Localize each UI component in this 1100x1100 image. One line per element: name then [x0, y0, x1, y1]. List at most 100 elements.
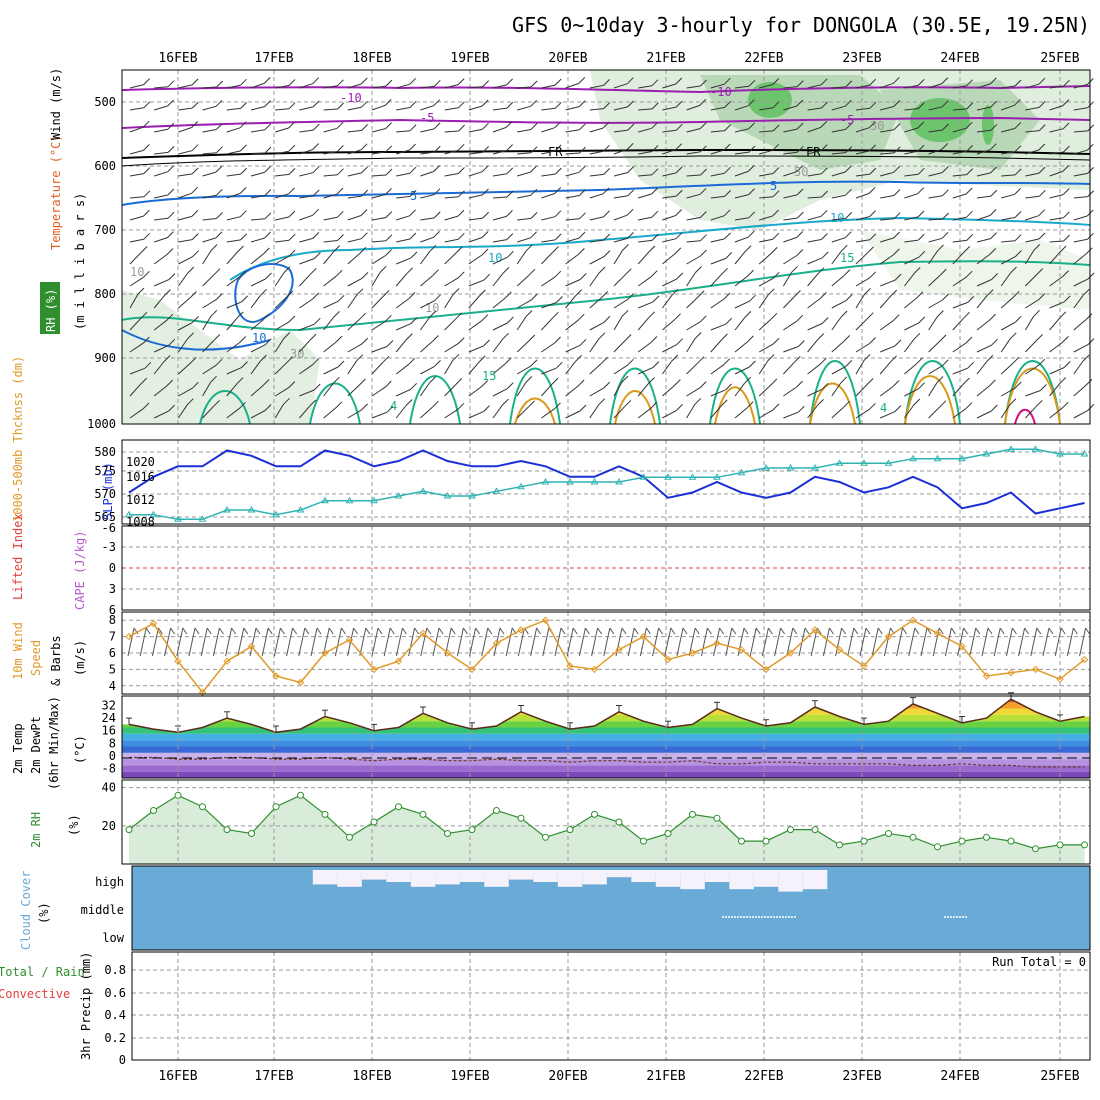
wind-barb-flag — [384, 99, 392, 106]
wind-barb-shaft — [855, 408, 870, 419]
wind-barb-shaft — [275, 216, 290, 221]
rh-marker — [150, 807, 157, 814]
wind-barb-shaft — [613, 299, 628, 309]
wind-barb-shaft — [516, 274, 530, 287]
wind-speed-marker — [370, 665, 378, 674]
wind-barb-10m-shaft — [725, 627, 733, 657]
wind-barb-flag — [1062, 336, 1069, 343]
wind-barb-shaft — [541, 302, 557, 309]
wind-barb-flag — [991, 338, 998, 346]
rh-shade-core-1 — [748, 82, 792, 118]
wind-barb-flag — [433, 211, 441, 219]
wind-barb-flag — [458, 101, 465, 109]
wind-barb-flag — [143, 101, 151, 109]
wind-barb-flag — [166, 379, 174, 387]
wind-barb-flag — [337, 234, 344, 241]
wind-barb-shaft — [613, 250, 623, 265]
wind-barb-shaft — [129, 238, 144, 243]
wind-barb-flag — [240, 210, 247, 218]
wind-barb-flag — [483, 273, 491, 281]
wind-barb-flag — [1014, 381, 1022, 389]
rh-marker — [615, 818, 623, 826]
wind-barb-shaft — [274, 272, 285, 287]
wind-barb-shaft — [638, 216, 653, 221]
wind-barb-10m-flag — [902, 627, 908, 635]
wind-barb-flag — [844, 99, 852, 107]
wind-barb-flag — [966, 210, 973, 218]
wind-barb-flag — [1036, 334, 1043, 341]
wind-barb-flag — [748, 145, 756, 153]
wind-barb-flag — [695, 266, 702, 273]
wind-barb-flag — [989, 248, 997, 255]
wind-barb-shaft — [661, 360, 673, 375]
wind-barb-flag — [167, 231, 174, 238]
wind-barb-flag — [821, 317, 829, 324]
wind-barb-flag — [866, 378, 874, 385]
wind-barb-flag — [505, 121, 513, 128]
wind-speed-marker — [296, 678, 305, 687]
wind-barb-flag — [626, 77, 634, 85]
wind-barb-shaft — [783, 255, 798, 265]
wind-barb-10m-flag — [658, 627, 664, 635]
wind-barb-shaft — [202, 405, 214, 419]
wind-barb-shaft — [419, 382, 430, 397]
wind-barb-shaft — [178, 321, 193, 331]
wind-barb-flag — [262, 379, 270, 386]
wind-barb-shaft — [952, 367, 968, 375]
wind-barb-flag — [651, 210, 659, 218]
wind-barb-flag — [796, 211, 804, 219]
wind-barb-shaft — [952, 150, 967, 155]
wind-barb-shaft — [734, 317, 746, 331]
wind-barb-shaft — [1049, 383, 1061, 397]
wind-barb-shaft — [1049, 85, 1064, 89]
wind-barb-flag — [723, 143, 731, 151]
cloud-level-middle: middle — [81, 903, 124, 917]
wind-barb-flag — [142, 120, 150, 128]
wind-barb-shaft — [1000, 387, 1016, 397]
wind-barb-10m-shaft — [1066, 627, 1074, 657]
wind-barb-flag — [386, 340, 394, 347]
wind-barb-flag — [700, 79, 707, 87]
wind-barb-shaft — [517, 105, 531, 111]
wind-barb-10m-flag — [609, 627, 615, 635]
wind-barb-shaft — [492, 215, 507, 221]
date-label-bottom: 24FEB — [940, 1069, 979, 1084]
wind-barb-flag — [796, 80, 804, 87]
wind-barb-flag — [991, 404, 998, 412]
wind-barb-flag — [332, 376, 340, 384]
wind-barb-flag — [240, 102, 248, 109]
wind-barb-flag — [603, 233, 611, 241]
wind-barb-10m-flag — [877, 627, 883, 635]
wind-barb-shaft — [226, 173, 241, 177]
wind-barb-flag — [770, 312, 778, 320]
wind-barb-flag — [409, 124, 417, 132]
wind-barb-flag — [845, 80, 853, 88]
wind-barb-shaft — [807, 273, 819, 287]
contour-5 — [121, 180, 1091, 206]
wind-barb-shaft — [758, 384, 772, 397]
wind-barb-shaft — [880, 129, 895, 133]
wind-barb-shaft — [226, 127, 241, 133]
wind-barb-10m-shaft — [908, 627, 916, 657]
dewpoint-line — [129, 756, 1085, 768]
wind-barb-10m-shaft — [957, 627, 965, 657]
wind-barb-flag — [674, 313, 681, 321]
wind-barb-shaft — [1073, 319, 1087, 331]
wind-barb-10m-shaft — [749, 627, 757, 657]
contour-label-minus5-b: -5 — [840, 113, 854, 127]
wind-barb-flag — [239, 270, 247, 278]
wind-barb-flag — [263, 77, 271, 84]
wind-barb-flag — [458, 190, 465, 198]
wind-barb-shaft — [831, 382, 842, 397]
wind-barb-10m-shaft — [639, 627, 647, 657]
wind-barb-shaft — [1073, 196, 1088, 199]
wind-barb-flag — [530, 99, 538, 107]
wind-barb-shaft — [565, 82, 579, 89]
wind-barb-flag — [700, 168, 707, 176]
wind-barb-shaft — [928, 237, 943, 243]
wind-barb-shaft — [347, 215, 362, 221]
wind-barb-flag — [651, 234, 659, 241]
wind-barb-shaft — [299, 214, 313, 221]
wind-barb-shaft — [178, 215, 193, 221]
wind-barb-flag — [410, 382, 418, 390]
